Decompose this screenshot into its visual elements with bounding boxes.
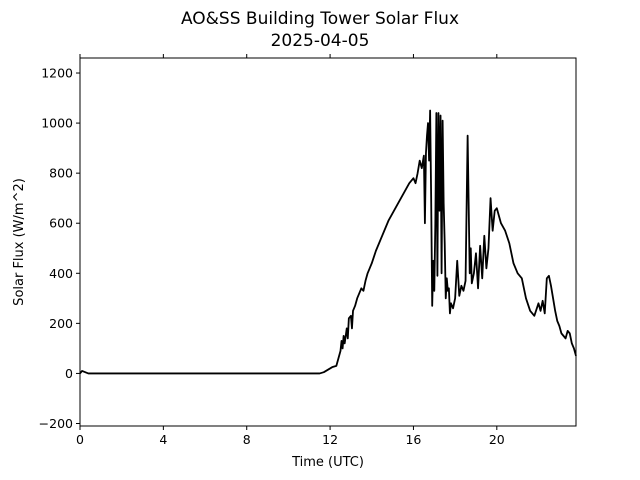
- x-axis-label: Time (UTC): [291, 455, 364, 470]
- y-tick-label: 200: [49, 316, 73, 331]
- chart-title: AO&SS Building Tower Solar Flux: [181, 9, 459, 29]
- y-tick-label: 800: [49, 166, 73, 181]
- chart-subtitle: 2025-04-05: [271, 31, 370, 51]
- y-tick-label: 1000: [41, 116, 73, 131]
- x-tick-label: 0: [76, 432, 84, 447]
- solar-flux-series-line: [79, 109, 577, 375]
- y-tick-label: 600: [49, 216, 73, 231]
- y-tick-label: 0: [65, 366, 73, 381]
- y-tick-label: 1200: [41, 66, 73, 81]
- plot-area: [79, 109, 577, 375]
- x-tick-label: 4: [159, 432, 167, 447]
- y-axis-label: Solar Flux (W/m^2): [12, 178, 27, 306]
- y-tick-label: −200: [39, 416, 73, 431]
- axes-frame: [79, 57, 577, 427]
- x-tick-label: 16: [405, 432, 421, 447]
- x-tick-label: 20: [489, 432, 505, 447]
- y-tick-label: 400: [49, 266, 73, 281]
- x-tick-label: 8: [243, 432, 251, 447]
- x-tick-label: 12: [322, 432, 338, 447]
